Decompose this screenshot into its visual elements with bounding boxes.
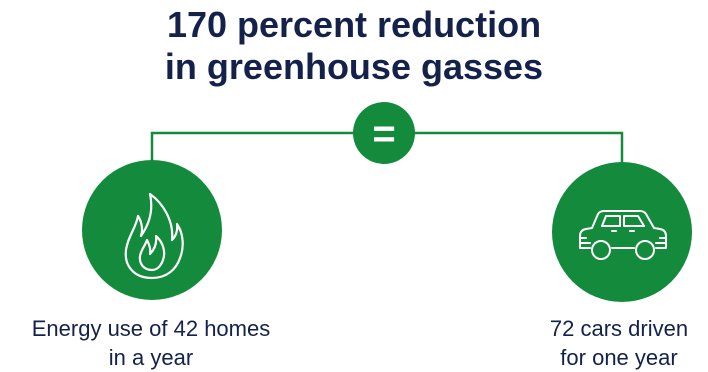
right-caption: 72 cars driven for one year xyxy=(530,314,708,372)
car-icon xyxy=(579,210,667,260)
flame-circle xyxy=(82,160,222,300)
flame-icon xyxy=(124,192,184,280)
car-circle xyxy=(552,162,692,302)
headline-line-2: in greenhouse gasses xyxy=(164,46,544,87)
equals-circle xyxy=(353,102,415,164)
left-caption-line-2: in a year xyxy=(108,345,194,370)
left-caption: Energy use of 42 homes in a year xyxy=(0,314,302,372)
equals-badge: = xyxy=(353,102,415,164)
right-caption-line-1: 72 cars driven xyxy=(549,316,689,341)
connector-line xyxy=(150,131,624,167)
flame-badge xyxy=(82,160,222,300)
left-caption-line-1: Energy use of 42 homes xyxy=(31,316,271,341)
equals-symbol: = xyxy=(372,112,395,156)
right-caption-line-2: for one year xyxy=(560,345,678,370)
car-badge xyxy=(552,162,692,302)
headline: 170 percent reduction in greenhouse gass… xyxy=(0,4,708,88)
headline-line-1: 170 percent reduction xyxy=(166,4,542,45)
